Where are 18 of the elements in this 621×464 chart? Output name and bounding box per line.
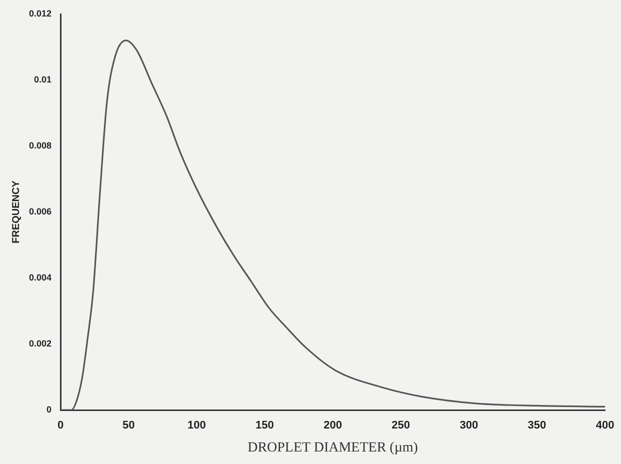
- x-tick-label: 400: [596, 420, 614, 432]
- x-tick-label: 250: [392, 420, 410, 432]
- y-tick-label: 0.004: [28, 272, 52, 282]
- y-tick-label: 0.008: [28, 140, 52, 150]
- x-tick-label: 50: [122, 420, 135, 432]
- x-tick-label: 0: [57, 420, 64, 432]
- y-tick-label: 0.006: [28, 206, 52, 216]
- x-tick-label: 150: [256, 420, 274, 432]
- x-tick-label: 100: [187, 420, 206, 432]
- x-tick-label: 200: [324, 420, 342, 432]
- x-tick-label: 350: [528, 420, 546, 432]
- x-axis-title: DROPLET DIAMETER (µm): [248, 440, 418, 456]
- y-axis-title: FREQUENCY: [10, 180, 22, 244]
- y-tick-label: 0: [46, 404, 52, 414]
- y-tick-label: 0.01: [34, 74, 52, 84]
- x-tick-label: 300: [460, 420, 478, 432]
- y-tick-label: 0.002: [28, 338, 52, 348]
- y-tick-label: 0.012: [28, 8, 52, 18]
